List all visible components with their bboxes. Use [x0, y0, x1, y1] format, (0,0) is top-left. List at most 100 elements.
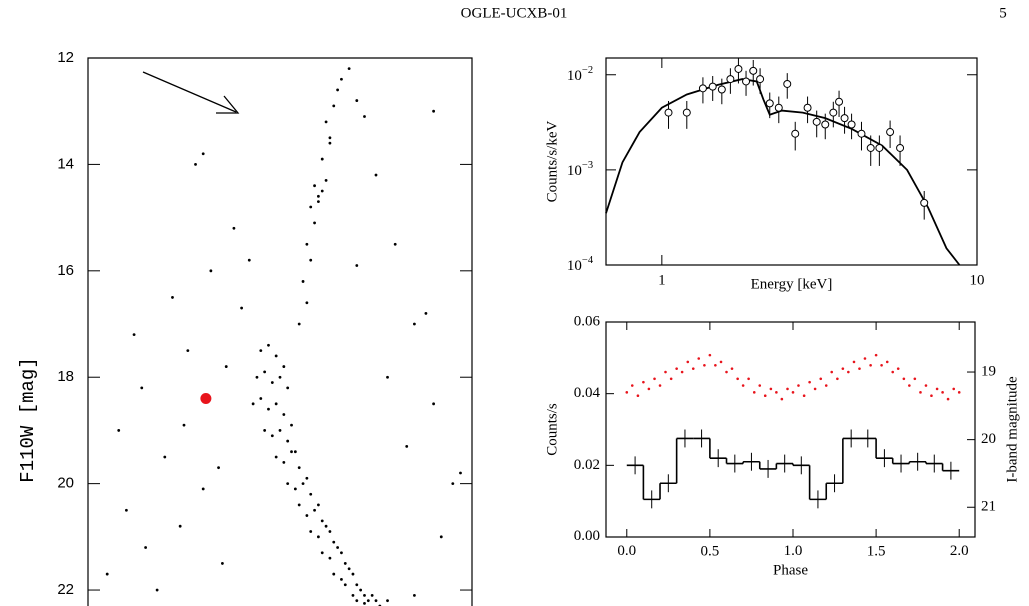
data-point [765, 99, 774, 108]
star [317, 200, 320, 204]
star [155, 588, 159, 592]
optical-point [736, 377, 739, 381]
optical-point [636, 394, 640, 397]
optical-point [708, 353, 712, 357]
star [317, 535, 320, 539]
optical-point [908, 384, 911, 387]
tick-label-base: 10 [567, 68, 582, 84]
star [370, 593, 374, 597]
star [336, 88, 339, 92]
arrow-head [216, 95, 240, 114]
data-point [920, 198, 929, 207]
star [125, 508, 128, 512]
star [320, 189, 324, 193]
optical-point [957, 391, 961, 394]
star [186, 349, 190, 353]
star [432, 109, 435, 113]
optical-point [808, 380, 811, 384]
star [317, 503, 320, 507]
star [328, 556, 332, 560]
model-curve [605, 78, 961, 266]
optical-point [625, 391, 629, 394]
star [263, 429, 267, 432]
tick-label-base: 0.0 [617, 543, 636, 559]
star [140, 386, 144, 390]
star [355, 599, 359, 603]
star [297, 503, 301, 507]
star [439, 535, 443, 539]
data-point [726, 75, 735, 84]
optical-point [763, 394, 767, 397]
star [432, 402, 435, 406]
optical-point [941, 391, 944, 394]
star [171, 296, 174, 299]
star [286, 482, 290, 486]
star [286, 439, 290, 443]
star [201, 152, 205, 156]
star [224, 365, 228, 368]
x-axis-label: Energy [keV] [751, 276, 833, 292]
optical-point [769, 387, 773, 391]
data-point [821, 120, 830, 129]
star [340, 77, 343, 81]
optical-point [686, 360, 690, 364]
tick-label: 21 [981, 499, 996, 515]
data-point [866, 143, 875, 152]
optical-point [824, 384, 828, 387]
optical-point [669, 377, 673, 381]
optical-point [741, 384, 745, 387]
optical-point [919, 391, 922, 394]
star [178, 524, 182, 528]
data-point [840, 114, 849, 123]
optical-point [675, 367, 678, 370]
data-point [886, 128, 895, 137]
star [366, 599, 370, 603]
star [363, 115, 366, 118]
data-point [857, 129, 866, 138]
optical-point [930, 394, 933, 397]
star [424, 311, 428, 315]
star [132, 333, 136, 337]
y2-axis-label: I-band magnitude [1004, 376, 1020, 483]
star [297, 466, 301, 470]
running-title: OGLE-UCXB-01 [461, 5, 568, 21]
data-point [835, 97, 844, 106]
star [290, 423, 293, 427]
data-point [829, 108, 838, 117]
optical-point [714, 363, 717, 367]
star [324, 178, 328, 182]
optical-point [680, 370, 684, 374]
optical-point [691, 367, 695, 370]
tick-label-exponent: −4 [582, 255, 594, 266]
star [282, 365, 286, 368]
optical-point [891, 370, 895, 374]
tick-label: 0.0 [617, 543, 636, 559]
star [274, 402, 278, 406]
star [363, 601, 366, 605]
data-point [698, 84, 707, 93]
tick-label-exponent: −3 [582, 160, 593, 171]
optical-point [935, 387, 939, 391]
optical-point [802, 394, 806, 397]
optical-point [780, 397, 784, 401]
data-point [803, 103, 812, 112]
star [386, 375, 389, 379]
star [313, 221, 316, 225]
optical-point [642, 380, 645, 384]
star [320, 157, 324, 161]
highlighted-star [200, 393, 212, 405]
star [217, 466, 220, 470]
axes-frame [605, 321, 976, 538]
star [255, 375, 259, 379]
optical-point [797, 384, 800, 387]
data-point [708, 82, 717, 91]
star [363, 593, 366, 597]
star [105, 572, 109, 576]
star [324, 120, 328, 124]
data-point [783, 79, 792, 88]
optical-point [858, 367, 861, 370]
tick-label: 10−3 [567, 160, 593, 179]
star [351, 572, 355, 576]
data-point [875, 143, 884, 152]
